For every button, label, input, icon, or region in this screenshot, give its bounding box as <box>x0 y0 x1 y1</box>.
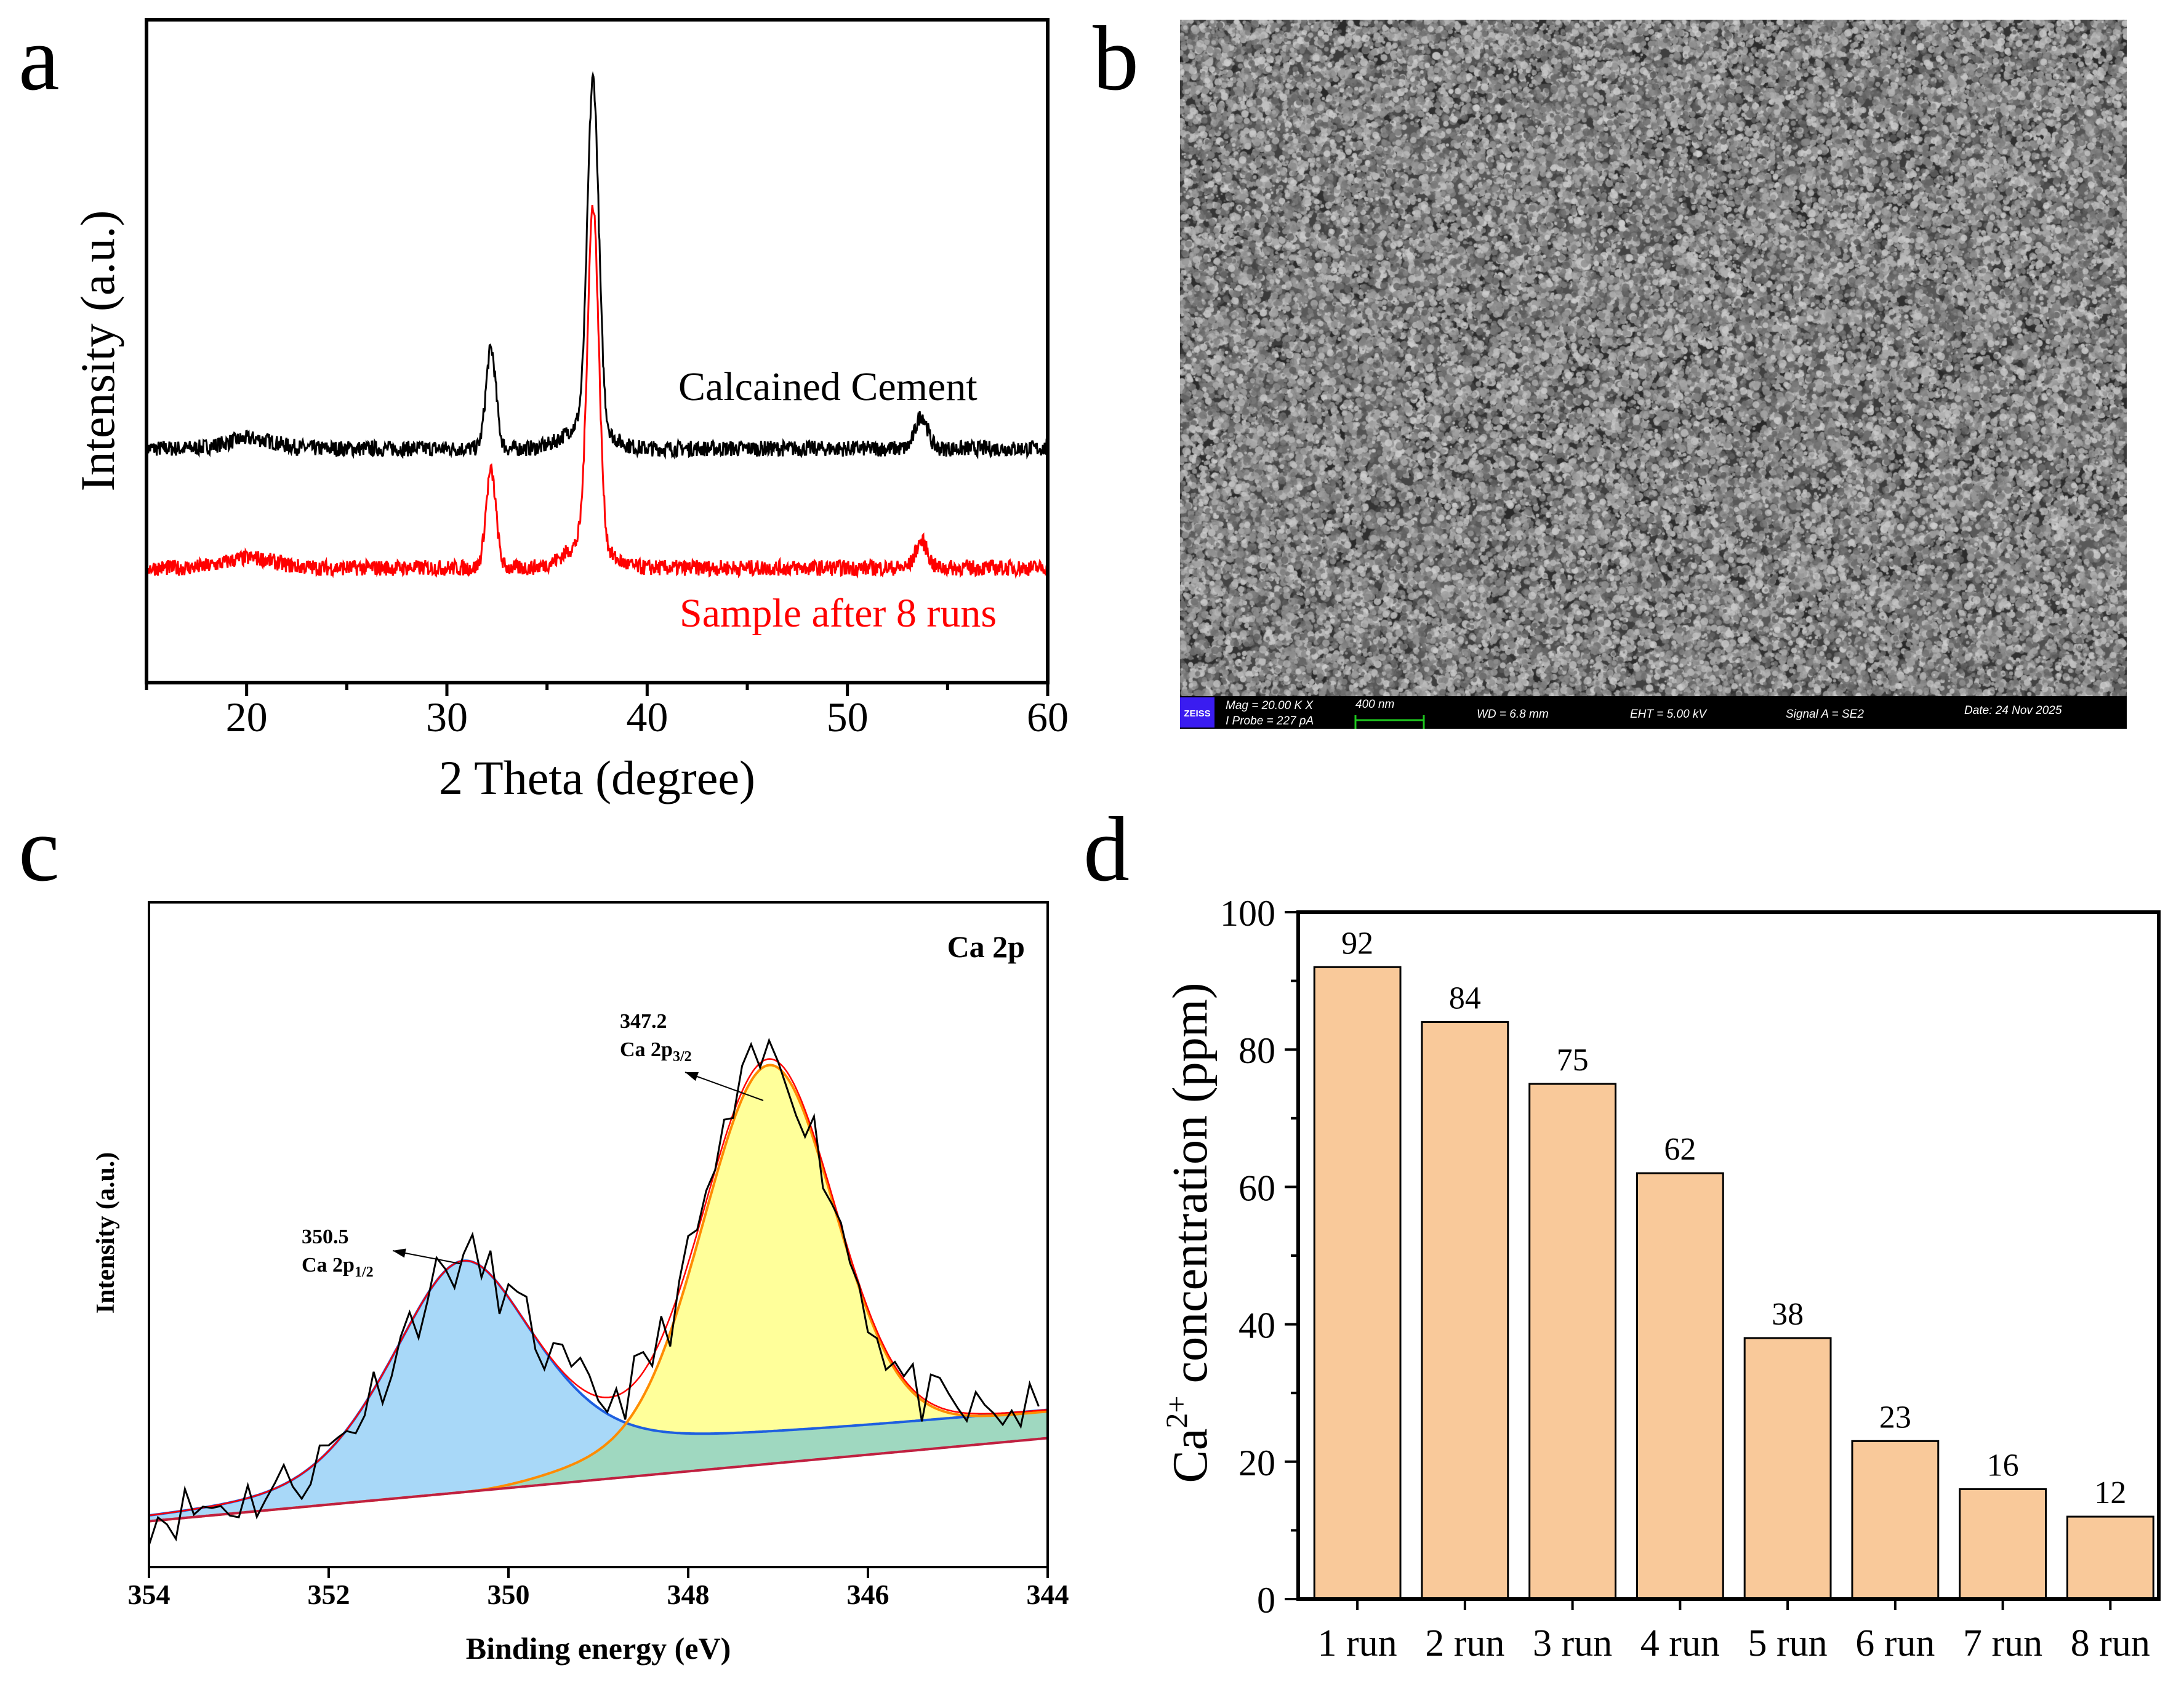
annotation-arrow-2-head <box>685 1072 699 1081</box>
ylabel-main: Ca <box>1163 1429 1218 1483</box>
envelope-line <box>148 1058 1048 1517</box>
raw-spectrum <box>148 1038 1040 1546</box>
overlap-area <box>149 1411 1048 1522</box>
y-tick-label: 0 <box>1257 1580 1275 1621</box>
y-tick-label: 20 <box>1239 1443 1275 1483</box>
bar-2 <box>1421 1021 1509 1600</box>
annotation-label: Ca 2p3/2 <box>620 1038 692 1065</box>
x-tick-label: 350 <box>488 1579 530 1610</box>
x-tick-label: 4 run <box>1640 1622 1720 1664</box>
xps-x-axis-label: Binding energy (eV) <box>466 1631 731 1666</box>
annotation-value: 347.2 <box>620 1010 667 1033</box>
annotation-ca2p12: 350.5 Ca 2p1/2 <box>302 1225 374 1280</box>
y-tick-label: 40 <box>1239 1305 1275 1346</box>
bar-value-label: 38 <box>1772 1297 1804 1332</box>
annotation-arrow-2 <box>685 1072 764 1101</box>
sem-info-bar: ZEISS Mag = 20.00 K X I Probe = 227 pA 4… <box>1180 696 2127 729</box>
xrd-y-axis-label: Intensity (a.u.) <box>71 210 124 491</box>
bar-value-label: 92 <box>1341 926 1373 961</box>
annotation-ca2p32: 347.2 Ca 2p3/2 <box>620 1010 692 1065</box>
x-tick-label: 2 run <box>1425 1622 1504 1664</box>
xps-plot-frame <box>148 901 1049 1568</box>
bar-chart: 92 1 run 84 2 run 75 3 run 62 4 run 38 5 run 23 6 r… <box>1220 893 2161 1664</box>
x-tick-label: 20 <box>226 694 268 740</box>
ylabel-rest: concentration (ppm) <box>1163 983 1218 1396</box>
x-tick-label: 1 run <box>1318 1622 1397 1664</box>
x-tick-label: 5 run <box>1748 1622 1828 1664</box>
xrd-plot-frame <box>145 18 1050 684</box>
x-tick-label: 50 <box>827 694 869 740</box>
bar-3 <box>1528 1083 1617 1600</box>
y-tick-label: 80 <box>1239 1030 1275 1071</box>
annotation-name: Ca 2p <box>620 1038 673 1061</box>
legend-calcained-cement: Calcained Cement <box>678 364 978 409</box>
sem-mag: Mag = 20.00 K X <box>1226 699 1314 712</box>
bar-y-axis-label: Ca2+ concentration (ppm) <box>1159 983 1218 1483</box>
zeiss-logo <box>1180 697 1214 728</box>
info-bar-background <box>1180 696 2127 729</box>
x-tick-label: 352 <box>308 1579 350 1610</box>
bar-5 <box>1743 1337 1832 1600</box>
x-tick-label: 40 <box>626 694 668 740</box>
x-tick-label: 60 <box>1027 694 1069 740</box>
bar-value-label: 75 <box>1557 1043 1589 1078</box>
annotation-sub: 1/2 <box>355 1264 374 1280</box>
bar-8 <box>2066 1515 2154 1600</box>
xrd-series-2 <box>145 204 1048 579</box>
annotation-arrow-1-head <box>393 1248 406 1258</box>
zeiss-logo-text: ZEISS <box>1184 708 1210 719</box>
sem-date: Date: 24 Nov 2025 <box>1964 704 2062 717</box>
bar-value-label: 84 <box>1449 981 1481 1016</box>
bar-1 <box>1313 966 1402 1600</box>
fit-peak-2-area <box>149 1065 1048 1522</box>
x-tick-label: 7 run <box>1963 1622 2042 1664</box>
x-tick-label: 348 <box>667 1579 710 1610</box>
x-tick-label: 3 run <box>1533 1622 1612 1664</box>
x-tick-label: 8 run <box>2071 1622 2150 1664</box>
bar-value-label: 16 <box>1987 1448 2019 1483</box>
xrd-x-axis-label: 2 Theta (degree) <box>439 751 755 804</box>
sem-eht: EHT = 5.00 kV <box>1630 708 1708 721</box>
bar-7 <box>1959 1488 2047 1600</box>
bar-value-label: 12 <box>2094 1475 2126 1510</box>
sem-wd: WD = 6.8 mm <box>1477 708 1549 721</box>
panel-label-d: d <box>1083 798 1130 900</box>
x-tick-label: 30 <box>426 694 468 740</box>
x-tick-label: 346 <box>847 1579 889 1610</box>
sem-probe: I Probe = 227 pA <box>1226 715 1314 728</box>
panel-label-c: c <box>18 798 60 900</box>
y-tick-label: 60 <box>1239 1168 1275 1208</box>
xrd-chart: 20 30 40 50 60 <box>145 18 1069 740</box>
annotation-label: Ca 2p1/2 <box>302 1254 374 1280</box>
panel-label-a: a <box>18 7 60 110</box>
sem-signal: Signal A = SE2 <box>1786 708 1864 721</box>
xps-title: Ca 2p <box>947 929 1025 964</box>
annotation-name: Ca 2p <box>302 1254 355 1277</box>
xrd-series-1 <box>145 71 1048 460</box>
background-line <box>148 1437 1048 1523</box>
xps-y-axis-label: Intensity (a.u.) <box>92 1152 120 1314</box>
bar-4 <box>1636 1172 1724 1600</box>
x-tick-label: 344 <box>1027 1579 1069 1610</box>
bar-value-label: 62 <box>1664 1132 1696 1167</box>
y-tick-label: 100 <box>1220 893 1275 934</box>
sem-image <box>1180 20 2127 696</box>
legend-sample-after-8-runs: Sample after 8 runs <box>680 591 997 636</box>
x-tick-label: 354 <box>128 1579 171 1610</box>
panel-label-b: b <box>1093 7 1139 110</box>
bar-6 <box>1851 1440 1940 1600</box>
xps-chart: 354 352 350 348 346 344 <box>128 901 1069 1610</box>
sem-scale-bar <box>1354 715 1425 729</box>
ylabel-sup: 2+ <box>1159 1395 1194 1428</box>
sem-scale-label: 400 nm <box>1355 698 1394 711</box>
annotation-value: 350.5 <box>302 1225 349 1248</box>
annotation-sub: 3/2 <box>673 1049 692 1065</box>
bar-value-label: 23 <box>1879 1400 1911 1435</box>
x-tick-label: 6 run <box>1855 1622 1935 1664</box>
